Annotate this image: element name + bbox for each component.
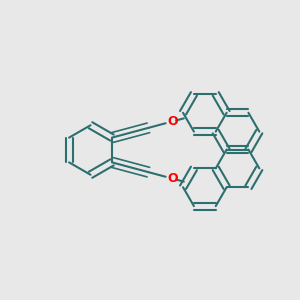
Text: O: O <box>167 115 178 128</box>
Text: O: O <box>167 172 178 185</box>
